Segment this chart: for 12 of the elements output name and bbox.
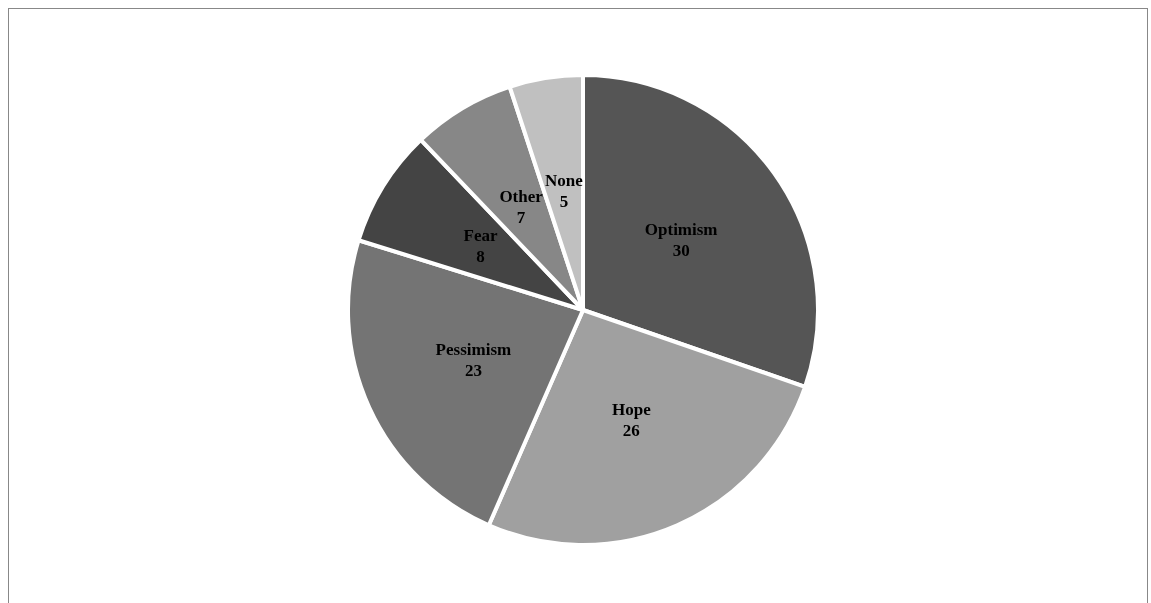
data-label: 23: [464, 361, 482, 381]
data-label: 8: [476, 247, 485, 267]
slice-label: Fear: [463, 226, 499, 246]
slice-label: Pessimism: [435, 340, 512, 360]
data-label: 5: [559, 192, 569, 212]
data-label: 26: [622, 421, 640, 441]
data-label: 30: [672, 241, 690, 261]
slice-label: Optimism: [644, 220, 718, 240]
slice-label: Hope: [611, 400, 652, 420]
slice-label: None: [545, 171, 584, 191]
data-label: 7: [516, 207, 526, 227]
slice-label: Other: [499, 186, 544, 206]
